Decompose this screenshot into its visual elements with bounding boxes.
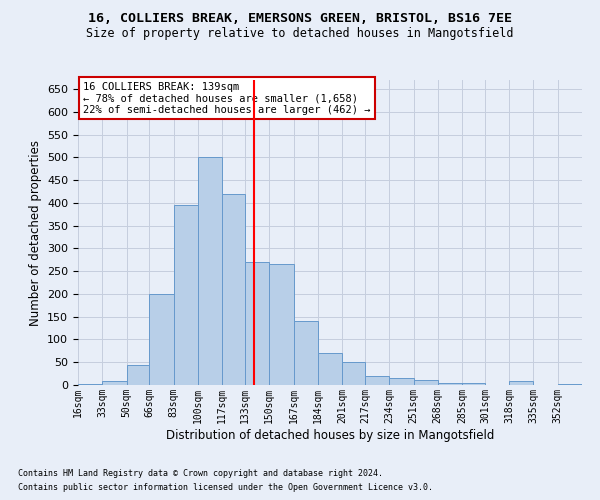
Bar — [413, 380, 438, 385]
X-axis label: Distribution of detached houses by size in Mangotsfield: Distribution of detached houses by size … — [166, 428, 494, 442]
Bar — [365, 376, 389, 385]
Bar — [245, 262, 269, 385]
Bar — [102, 382, 127, 385]
Bar — [78, 384, 102, 385]
Text: Contains HM Land Registry data © Crown copyright and database right 2024.: Contains HM Land Registry data © Crown c… — [18, 468, 383, 477]
Bar — [438, 382, 462, 385]
Text: 16 COLLIERS BREAK: 139sqm
← 78% of detached houses are smaller (1,658)
22% of se: 16 COLLIERS BREAK: 139sqm ← 78% of detac… — [83, 82, 371, 114]
Bar — [342, 362, 365, 385]
Text: Size of property relative to detached houses in Mangotsfield: Size of property relative to detached ho… — [86, 28, 514, 40]
Text: Contains public sector information licensed under the Open Government Licence v3: Contains public sector information licen… — [18, 484, 433, 492]
Bar — [269, 264, 293, 385]
Bar — [558, 384, 582, 385]
Text: 16, COLLIERS BREAK, EMERSONS GREEN, BRISTOL, BS16 7EE: 16, COLLIERS BREAK, EMERSONS GREEN, BRIS… — [88, 12, 512, 26]
Bar — [173, 205, 198, 385]
Bar — [389, 378, 413, 385]
Y-axis label: Number of detached properties: Number of detached properties — [29, 140, 41, 326]
Bar — [293, 322, 318, 385]
Bar — [509, 382, 533, 385]
Bar — [462, 382, 485, 385]
Bar — [127, 364, 149, 385]
Bar — [318, 353, 342, 385]
Bar — [149, 294, 173, 385]
Bar — [198, 158, 222, 385]
Bar — [222, 194, 245, 385]
